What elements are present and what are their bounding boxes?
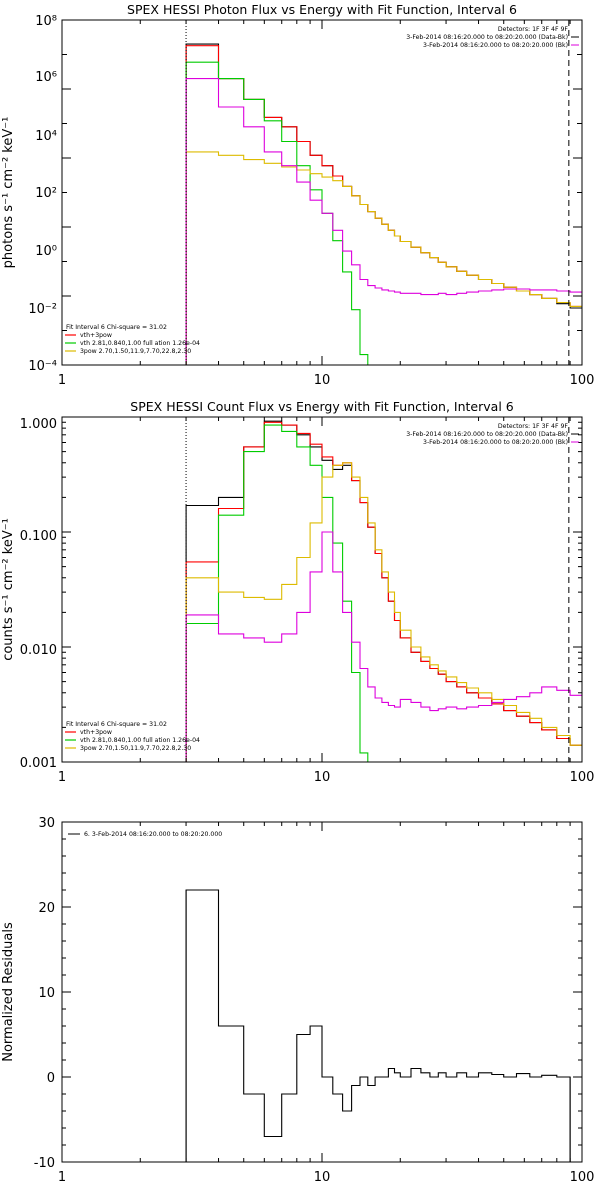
series-line-data-bk — [185, 43, 582, 365]
x-tick-label: 100 — [570, 770, 595, 785]
series-line-vth — [185, 61, 369, 365]
x-tick-label: 1 — [58, 770, 66, 785]
y-tick-label: 30 — [38, 816, 55, 831]
legend-entry: vth+3pow — [80, 729, 112, 736]
y-tick-label: 1.000 — [20, 417, 57, 432]
y-tick-label: 0.100 — [20, 529, 57, 544]
legend-header: Fit Interval 6 Chi-square = 31.02 — [66, 721, 167, 728]
y-tick-label: -10 — [34, 1156, 55, 1171]
x-tick-label: 1 — [58, 373, 66, 388]
y-axis-label: Normalized Residuals — [1, 922, 16, 1062]
plot-frame — [61, 821, 583, 1163]
chart-title: SPEX HESSI Count Flux vs Energy with Fit… — [130, 399, 513, 414]
legend-entry: vth 2.81,0.840,1.00 full ation 1.26e-04 — [80, 737, 200, 744]
header-line: 3-Feb-2014 08:16:20.000 to 08:20:20.000 … — [406, 431, 568, 438]
y-tick-label: 10⁰ — [35, 244, 57, 259]
chart-panel-3: 1 10 100 -10 0 10 20 30 Normalized Residuals 6. 3… — [1, 816, 594, 1185]
y-tick-label: 0 — [47, 1071, 55, 1086]
header-line: Detectors: 1F 3F 4F 9F — [498, 423, 569, 430]
series-group — [185, 889, 571, 1162]
y-tick-label: 10 — [38, 986, 55, 1001]
y-tick-label: 20 — [38, 901, 55, 916]
y-tick-label: 10⁶ — [35, 70, 57, 85]
legend-header: Fit Interval 6 Chi-square = 31.02 — [66, 324, 167, 331]
series-line-vth — [185, 424, 369, 762]
header-line: 3-Feb-2014 08:16:20.000 to 08:20:20.000 … — [406, 34, 568, 41]
legend-entry: 3pow 2.70,1.50,11.9,7.70,22.8,2.30 — [80, 745, 191, 752]
header-line: 3-Feb-2014 08:16:20.000 to 08:20:20.000 … — [423, 439, 568, 446]
legend-entry: vth 2.81,0.840,1.00 full ation 1.26e-04 — [80, 340, 200, 347]
series-line-bk — [185, 531, 582, 762]
y-tick-label: 10⁻⁴ — [28, 359, 57, 374]
y-tick-label: 0.010 — [20, 643, 57, 658]
chart-title: SPEX HESSI Photon Flux vs Energy with Fi… — [127, 2, 517, 17]
series-group — [185, 43, 582, 365]
series-line-3pow — [185, 151, 582, 365]
legend-entry: 6. 3-Feb-2014 08:16:20.000 to 08:20:20.0… — [84, 831, 222, 838]
y-tick-label: 10⁴ — [35, 129, 57, 144]
y-tick-label: 0.001 — [20, 756, 57, 771]
x-tick-label: 1 — [58, 1170, 66, 1185]
series-line-vth-3pow — [185, 421, 582, 762]
series-line-bk — [185, 78, 582, 365]
series-line-residuals — [185, 889, 571, 1162]
chart-panel-1: 1 10 100 10⁸ 10⁶ 10⁴ 10² 10⁰ 10⁻² 10⁻⁴ SPEX HESSI … — [1, 2, 594, 388]
chart-panel-2: 1 10 100 1.000 0.100 0.010 0.001 SPEX HESSI Cou… — [1, 399, 595, 785]
y-axis-label: counts s⁻¹ cm⁻² keV⁻¹ — [1, 518, 16, 661]
x-tick-label: 100 — [570, 1170, 595, 1185]
header-line: 3-Feb-2014 08:16:20.000 to 08:20:20.000 … — [423, 42, 568, 49]
y-tick-label: 10⁻² — [28, 302, 57, 317]
series-line-vth-3pow — [185, 45, 582, 365]
series-line-3pow — [185, 462, 582, 762]
y-tick-label: 10⁸ — [35, 14, 57, 29]
x-tick-label: 10 — [314, 373, 331, 388]
legend-entry: 3pow 2.70,1.50,11.9,7.70,22.8,2.30 — [80, 348, 191, 355]
legend-entry: vth+3pow — [80, 332, 112, 339]
x-tick-label: 10 — [314, 1170, 331, 1185]
x-tick-label: 10 — [314, 770, 331, 785]
header-line: Detectors: 1F 3F 4F 9F — [498, 26, 569, 33]
y-tick-label: 10² — [35, 186, 57, 201]
series-group — [185, 420, 582, 762]
x-tick-label: 100 — [570, 373, 595, 388]
y-axis-label: photons s⁻¹ cm⁻² keV⁻¹ — [1, 117, 16, 269]
series-line-data-bk — [185, 420, 582, 762]
